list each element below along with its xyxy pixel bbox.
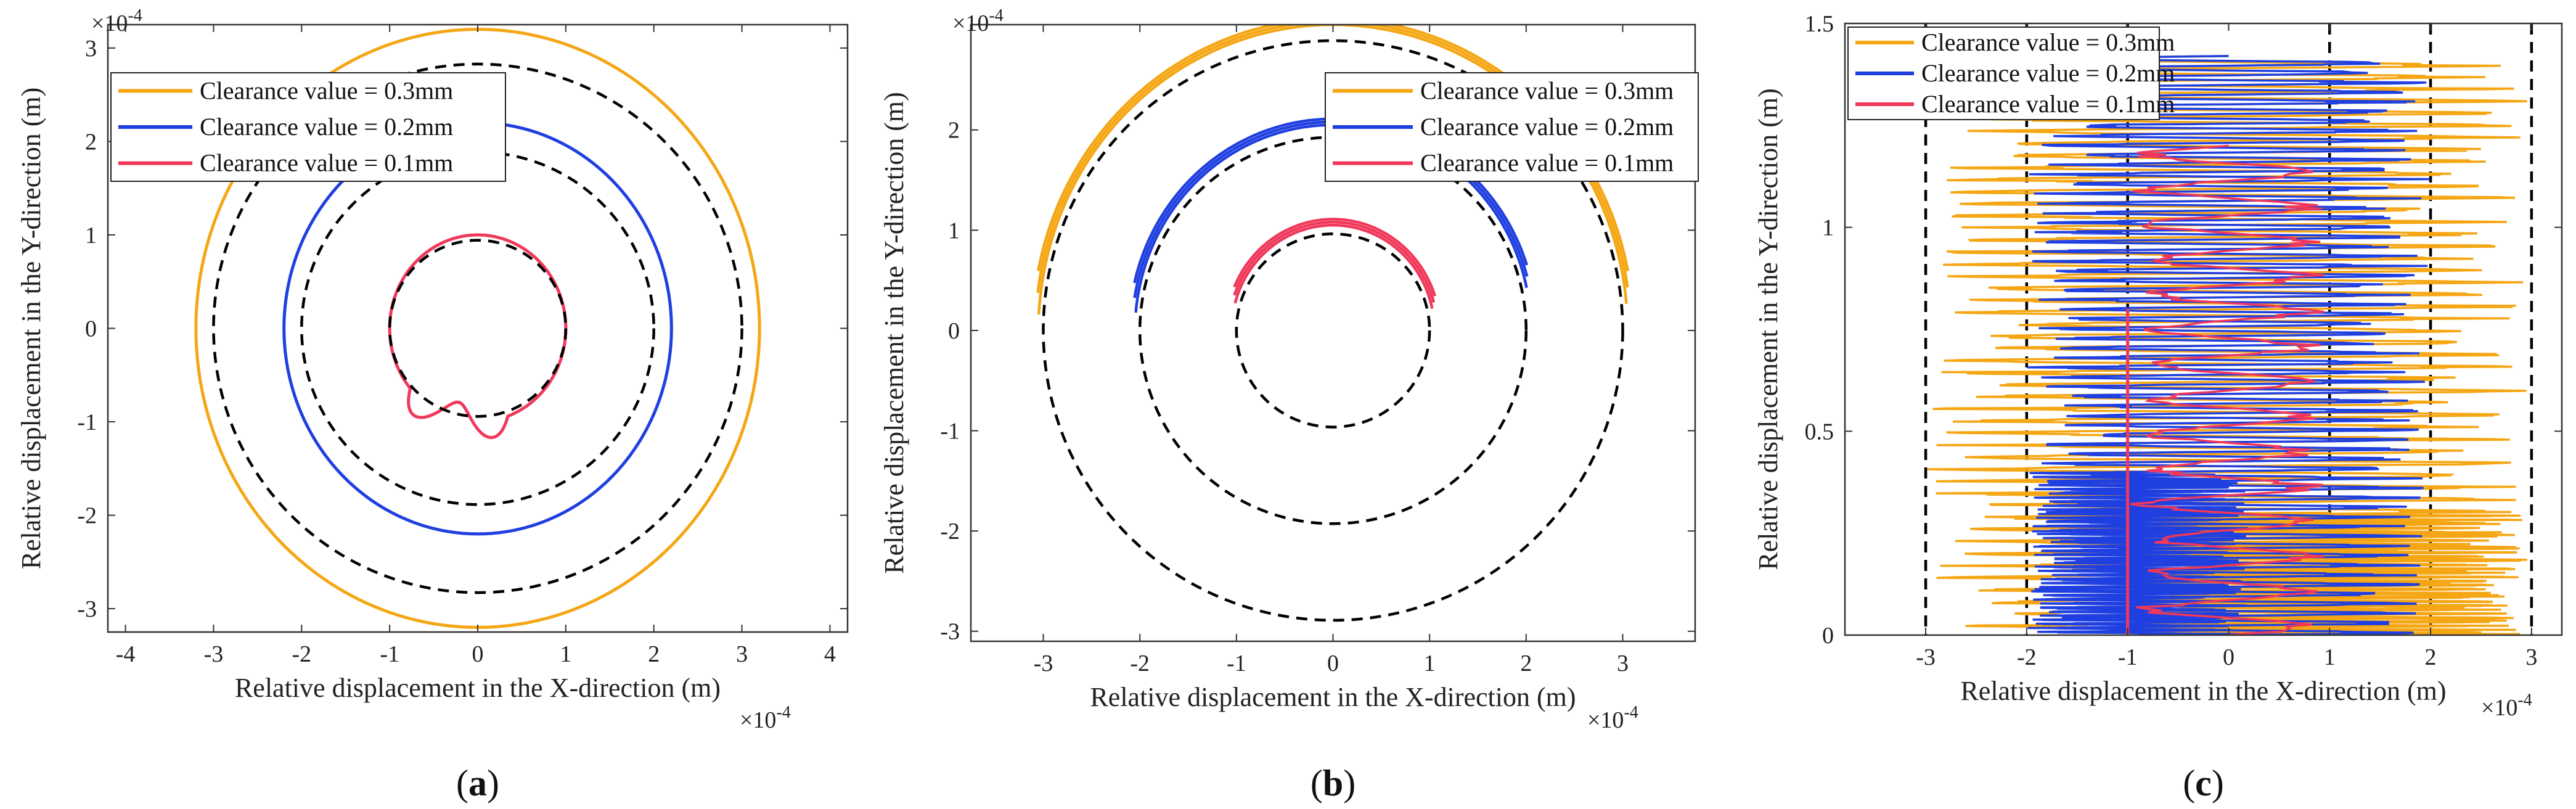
panel-b-y-scale-factor: ×10-4 [952,6,1004,36]
x-tick-label: -4 [116,641,136,667]
panel-c-axes-frame [1844,22,2563,636]
panel-b-chart: -3 -2 -1 0 1 2 3 -3 -2 -1 0 1 2 Relative displacemen… [879,6,1699,803]
x-tick-label: 0 [1327,651,1339,676]
x-tick-label: -2 [292,641,311,667]
panel-b-series-line [1133,120,1529,298]
panel-b-y-scale-exponent: -4 [989,6,1003,25]
y-tick-label: 3 [85,36,97,62]
panel-c-x-scale-factor: ×10-4 [2481,691,2532,721]
panel-b-legend: Clearance value = 0.3mm Clearance value … [1325,72,1699,182]
panel-b-reference-circle [1235,232,1431,429]
y-tick-label: -3 [77,596,97,622]
panel-a-legend-label-02: Clearance value = 0.2mm [200,113,453,141]
x-tick-label: -2 [2017,644,2037,670]
y-tick-label: -1 [77,409,97,435]
x-tick-label: -3 [204,641,224,667]
panel-a-series-line [282,121,673,536]
x-tick-label: -1 [380,641,399,667]
x-tick-label: 3 [1617,651,1629,676]
panel-a-legend-label-01: Clearance value = 0.1mm [200,149,453,177]
x-tick-label: 1 [2324,644,2336,670]
panel-a-reference-circle [300,150,655,506]
panel-b-caption: (b) [1310,763,1355,803]
y-tick-label: 2 [948,118,960,144]
x-tick-label: 4 [824,641,836,667]
panel-c-plot-area [1924,23,2533,635]
x-tick-label: -2 [1130,651,1150,676]
panel-a-reference-circle [388,239,568,418]
x-tick-label: -3 [1034,651,1053,676]
panel-b-ticks: -3 -2 -1 0 1 2 3 -3 -2 -1 0 1 2 [940,25,1695,676]
y-tick-label: -2 [77,503,97,529]
x-tick-label: 1 [1424,651,1436,676]
x-tick-label: 0 [472,641,484,667]
panel-a-x-scale-factor: ×10-4 [740,703,791,733]
panel-a-y-axis-label: Relative displacement in the Y-direction… [16,88,46,570]
panel-b-legend-label-03: Clearance value = 0.3mm [1420,76,1674,104]
panel-b-legend-label-01: Clearance value = 0.1mm [1420,149,1674,177]
x-tick-label: 3 [736,641,748,667]
panel-b-series-line [1233,221,1436,303]
x-tick-label: 2 [2425,644,2437,670]
x-tick-label: 2 [1520,651,1532,676]
panel-a-series-line [194,28,761,629]
y-tick-label: 1 [948,218,960,244]
panel-c-series-line [2130,144,2325,635]
x-tick-label: -1 [1227,651,1246,676]
panel-a-legend-label-03: Clearance value = 0.3mm [200,76,453,104]
y-tick-label: 0 [948,318,960,344]
panel-c-legend-label-03: Clearance value = 0.3mm [1921,28,2175,56]
panel-b-series-line [1134,123,1528,313]
panel-a-ticks: -4 -3 -2 -1 0 1 2 3 4 -3 -2 -1 0 1 2 3 [77,25,848,667]
y-tick-label: 2 [85,129,97,155]
x-tick-label: 0 [2223,644,2235,670]
panel-c-y-axis-label: Relative displacement in the Y-direction… [1753,88,1783,570]
panel-a-reference-circle [212,62,743,594]
panel-c-x-axis-label: Relative displacement in the X-direction… [1960,676,2446,706]
panel-b-series-line [1233,223,1434,309]
x-tick-label: 2 [648,641,660,667]
panel-c-series-line [2027,55,2430,635]
x-tick-label: -3 [1916,644,1936,670]
panel-c-legend-label-02: Clearance value = 0.2mm [1921,59,2175,87]
panel-c-caption: (c) [2183,763,2224,803]
panel-a-y-scale-factor: ×10-4 [91,6,142,36]
panel-b-y-axis-label: Relative displacement in the Y-direction… [879,92,909,574]
y-tick-label: -2 [940,519,960,544]
panel-a-chart: -4 -3 -2 -1 0 1 2 3 4 -3 -2 -1 0 1 2 3 Relative displac… [16,6,849,803]
panel-b-series-line [1233,218,1437,297]
y-tick-label: 0 [1822,623,1834,649]
y-tick-label: 1.5 [1805,11,1834,37]
panel-c-ticks: -3 -2 -1 0 1 2 3 0 0.5 1 1.5 [1805,11,2562,670]
panel-c-legend: Clearance value = 0.3mm Clearance value … [1847,27,2175,120]
x-tick-label: 1 [560,641,571,667]
panel-b-legend-label-02: Clearance value = 0.2mm [1420,113,1674,141]
panel-b-x-axis-label: Relative displacement in the X-direction… [1090,682,1576,712]
x-tick-label: 3 [2525,644,2537,670]
panel-b-x-scale-factor: ×10-4 [1587,703,1638,733]
y-tick-label: 0.5 [1805,419,1834,445]
y-tick-label: 1 [85,223,97,248]
panel-c-series-line [2027,470,2249,635]
panel-b-series-line [1133,117,1529,284]
panel-a-caption: (a) [456,763,499,803]
panel-a-plot-area [194,28,761,629]
y-tick-label: -3 [940,619,960,645]
panel-a-y-scale-exponent: -4 [128,6,142,25]
y-tick-label: 0 [85,316,97,342]
panel-c-legend-label-01: Clearance value = 0.1mm [1921,90,2175,118]
panel-a-legend: Clearance value = 0.3mm Clearance value … [110,72,506,182]
panel-b-reference-circle [1042,39,1624,622]
panel-a-series-line [388,233,568,440]
y-tick-label: 1 [1822,215,1834,241]
y-tick-label: -1 [940,419,960,445]
panel-c-chart: -3 -2 -1 0 1 2 3 0 0.5 1 1.5 Relative displacement… [1753,11,2563,803]
x-tick-label: -1 [2118,644,2138,670]
panel-a-x-axis-label: Relative displacement in the X-direction… [235,673,721,703]
